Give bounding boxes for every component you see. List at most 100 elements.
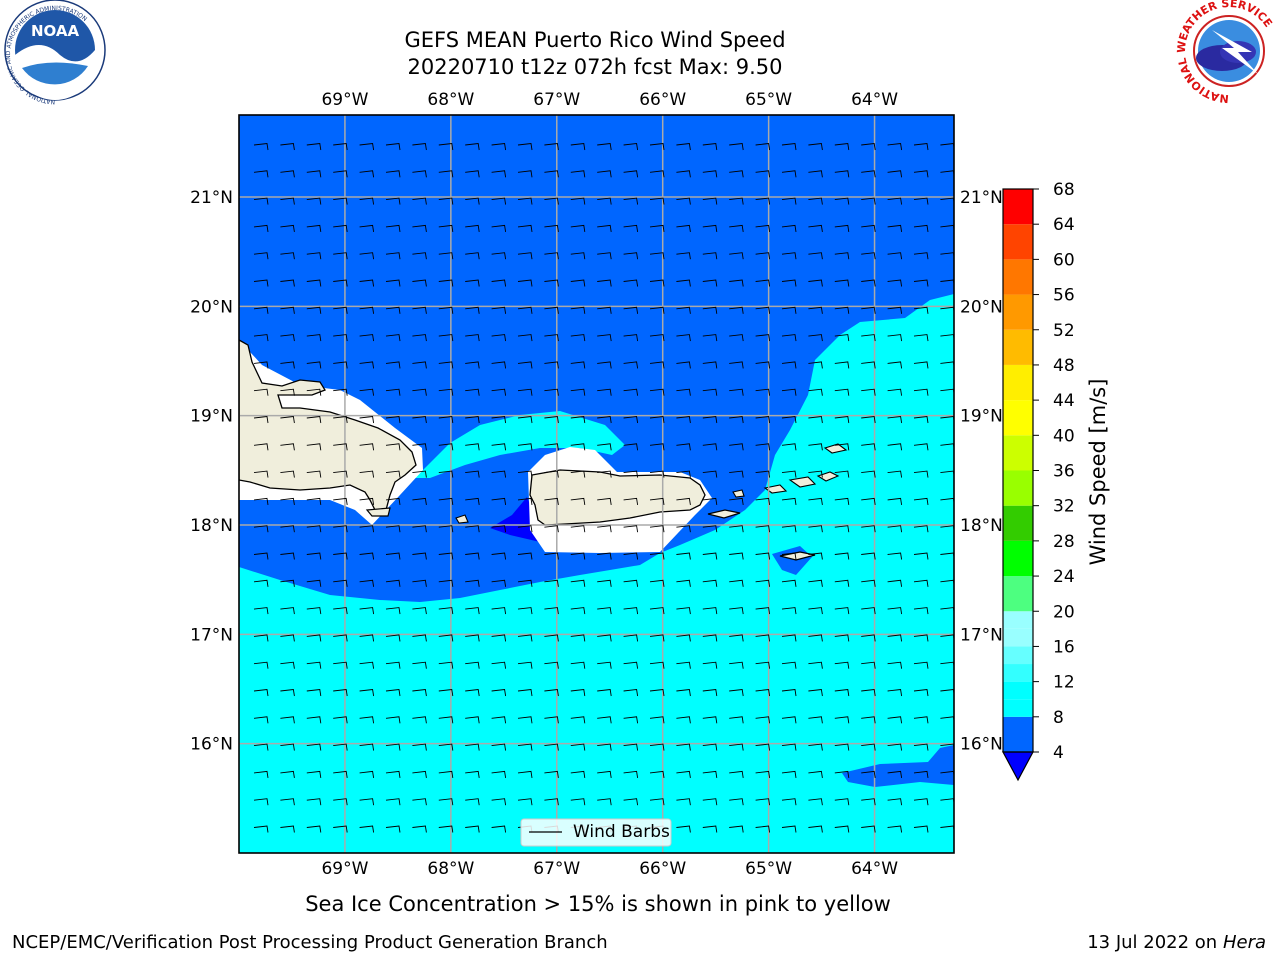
wind-barb <box>597 798 612 806</box>
colorbar-segment <box>1003 628 1033 647</box>
wind-barb <box>306 689 322 697</box>
wind-barb <box>729 579 744 587</box>
wind-barb <box>412 361 427 369</box>
wind-barb <box>465 798 480 806</box>
wind-barb <box>808 470 823 478</box>
lat-tick-label-left: 20°N <box>190 297 233 317</box>
wind-barb <box>253 416 269 424</box>
wind-barb <box>280 634 295 642</box>
wind-barb <box>412 443 427 451</box>
wind-barb <box>280 279 295 287</box>
wind-barb <box>253 224 269 232</box>
wind-barb <box>861 252 876 260</box>
wind-barb <box>333 798 348 806</box>
wind-barb <box>597 443 612 451</box>
wind-barb <box>333 279 348 287</box>
colorbar-label: Wind Speed [m/s] <box>1086 379 1110 566</box>
wind-barb <box>781 470 797 478</box>
wind-barb <box>306 416 322 424</box>
wind-barb <box>729 279 744 287</box>
wind-barb <box>359 197 375 205</box>
wind-barb <box>834 416 850 424</box>
wind-barb <box>861 361 876 369</box>
wind-barb <box>834 743 850 751</box>
wind-barb <box>491 716 507 724</box>
wind-barb <box>755 579 771 587</box>
wind-barb <box>544 388 559 396</box>
wind-barb <box>834 388 850 396</box>
wind-barb <box>333 607 348 615</box>
wind-barb <box>570 525 586 533</box>
lat-tick-label-right: 17°N <box>960 625 1003 645</box>
wind-barb <box>649 334 665 342</box>
wind-barb <box>676 661 691 669</box>
wind-barb <box>623 388 639 396</box>
wind-barb <box>412 197 427 205</box>
lat-ticks-left: 21°N 20°N 19°N 18°N 17°N 16°N <box>190 188 233 755</box>
wind-barb <box>861 197 876 205</box>
colorbar-segment <box>1003 664 1033 682</box>
wind-barb <box>465 716 480 724</box>
wind-barb <box>649 798 665 806</box>
colorbar-tick-label: 44 <box>1053 391 1075 411</box>
colorbar-segment <box>1003 681 1033 700</box>
wind-barb <box>359 170 375 178</box>
wind-barb <box>491 798 507 806</box>
nws-logo-icon: NATIONAL WEATHER SERVICE <box>1175 0 1277 105</box>
wind-barb <box>702 143 718 151</box>
wind-barb <box>755 361 771 369</box>
wind-barb <box>465 143 480 151</box>
wind-barb <box>913 334 929 342</box>
wind-barb <box>834 552 850 560</box>
wind-barb <box>491 443 507 451</box>
wind-barb <box>544 361 559 369</box>
wind-barb <box>359 689 375 697</box>
lat-tick-label-left: 19°N <box>190 407 233 427</box>
wind-barb <box>861 143 876 151</box>
colorbar-segment <box>1003 294 1033 330</box>
wind-barb <box>333 443 348 451</box>
lon-tick-label-top: 69°W <box>321 90 368 110</box>
wind-barb <box>755 798 771 806</box>
wind-barb <box>781 497 797 505</box>
wind-barb <box>438 224 454 232</box>
wind-barb <box>808 170 823 178</box>
wind-barb <box>465 743 480 751</box>
wind-barb <box>253 716 269 724</box>
wind-barb <box>676 770 691 778</box>
wind-barb <box>517 361 533 369</box>
wind-barb <box>412 170 427 178</box>
wind-barb <box>781 334 797 342</box>
wind-barb <box>729 825 744 833</box>
land-culebra <box>732 489 745 498</box>
wind-barb <box>438 607 454 615</box>
wind-barb <box>887 143 903 151</box>
wind-barb <box>544 252 559 260</box>
wind-barb <box>253 361 269 369</box>
wind-barb <box>861 552 876 560</box>
wind-barb <box>861 743 876 751</box>
wind-barb <box>676 743 691 751</box>
wind-barb <box>385 525 401 533</box>
wind-barb <box>333 497 348 505</box>
wind-barb <box>913 143 929 151</box>
wind-barb <box>597 661 612 669</box>
wind-barb <box>623 743 639 751</box>
wind-barb <box>676 416 691 424</box>
wind-barb <box>306 334 322 342</box>
wind-barb <box>781 770 797 778</box>
wind-barb <box>781 661 797 669</box>
wind-barb <box>649 388 665 396</box>
wind-barb <box>385 770 401 778</box>
wind-barb <box>887 416 903 424</box>
wind-barb <box>676 689 691 697</box>
wind-barb <box>306 361 322 369</box>
lon-tick-label-bottom: 67°W <box>533 859 580 879</box>
wind-barb <box>649 497 665 505</box>
wind-barb <box>861 525 876 533</box>
wind-barb <box>280 661 295 669</box>
wind-barb <box>755 552 771 560</box>
wind-barb <box>834 661 850 669</box>
wind-barb <box>253 252 269 260</box>
wind-barb <box>280 579 295 587</box>
